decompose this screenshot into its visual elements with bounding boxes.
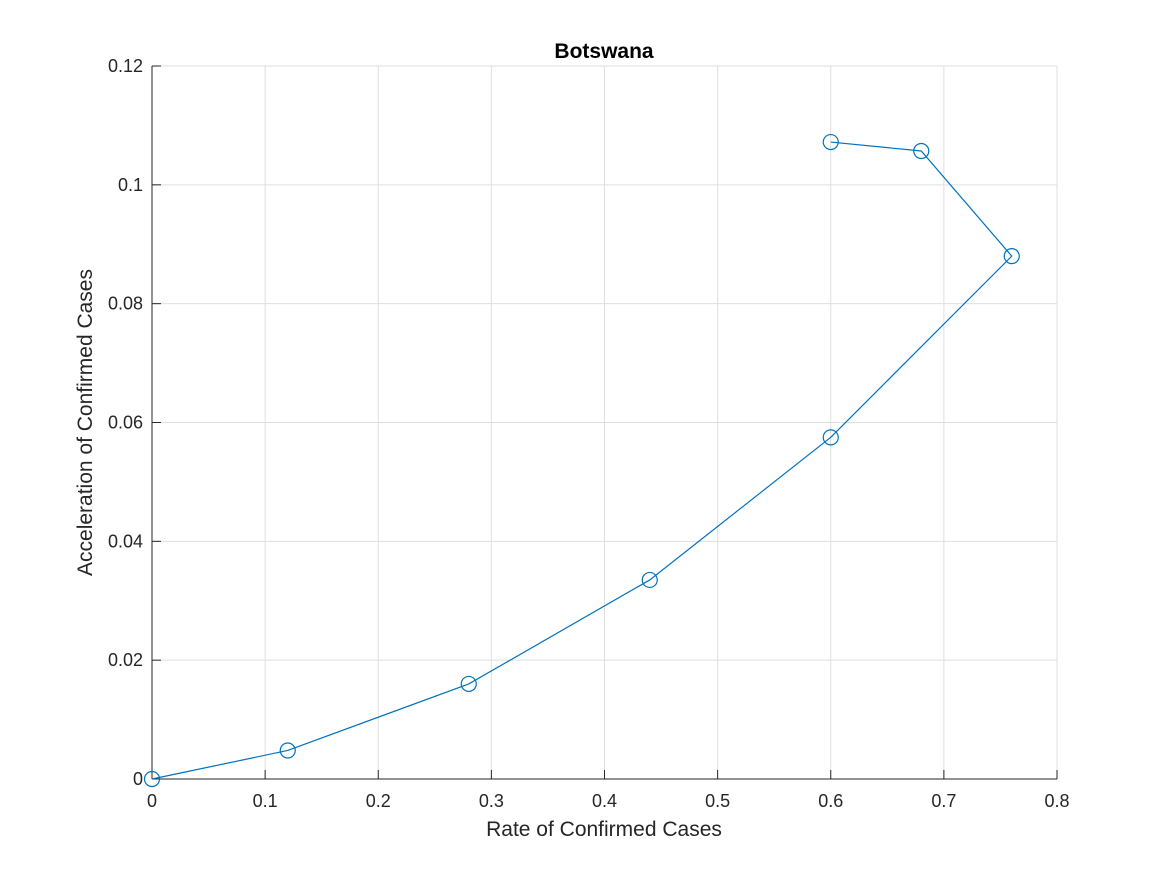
x-axis-label: Rate of Confirmed Cases: [486, 818, 722, 841]
data-point-marker: [822, 133, 839, 151]
y-tick-label: 0.08: [108, 294, 143, 314]
ticks: 0 0.1 0.2 0.3 0.4 0.5 0.6 0.7 0.8 0 0.02 0.04 0.06 0.…: [108, 56, 1070, 811]
grid: [151, 65, 1058, 780]
y-tick-label: 0.02: [108, 650, 143, 670]
data-point-marker: [1003, 248, 1020, 265]
data-point-marker: [822, 429, 839, 446]
chart-title: Botswana: [554, 40, 654, 63]
series: [143, 133, 1020, 788]
x-tick-label: 0.8: [1044, 791, 1069, 811]
data-point-marker: [913, 142, 930, 160]
y-tick-label: 0.04: [108, 531, 143, 551]
data-point-marker: [460, 675, 477, 693]
y-tick-label: 0: [133, 769, 143, 789]
x-tick-label: 0.7: [931, 791, 956, 811]
series-line: [151, 141, 1013, 780]
y-tick-label: 0.06: [108, 413, 143, 433]
x-tick-label: 0: [147, 791, 157, 811]
y-axis-label: Acceleration of Confirmed Cases: [74, 269, 97, 576]
x-tick-label: 0.2: [366, 791, 391, 811]
x-tick-label: 0.1: [253, 791, 278, 811]
x-tick-label: 0.3: [479, 791, 504, 811]
x-tick-label: 0.6: [818, 791, 843, 811]
data-point-marker: [641, 571, 658, 589]
x-tick-label: 0.4: [592, 791, 617, 811]
x-tick-label: 0.5: [705, 791, 730, 811]
data-point-marker: [279, 742, 296, 759]
data-point-marker: [143, 770, 161, 788]
y-tick-label: 0.12: [108, 56, 143, 76]
y-tick-label: 0.1: [118, 175, 143, 195]
